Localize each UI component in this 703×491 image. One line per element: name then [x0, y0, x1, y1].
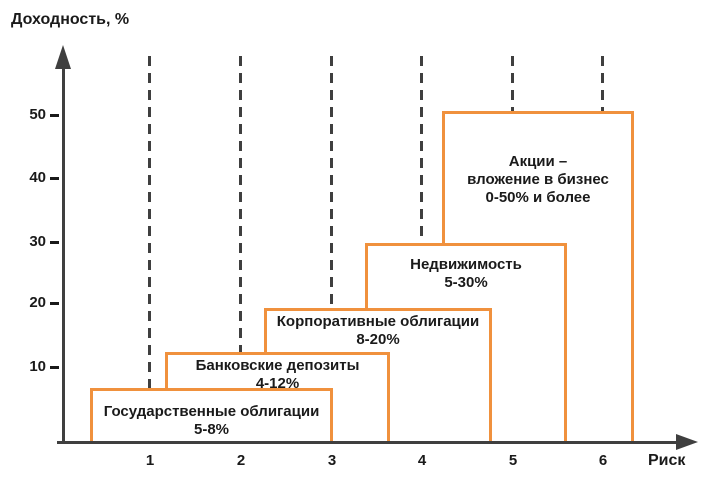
box-range: 8-20% [356, 331, 400, 348]
x-tick-label-2: 2 [236, 452, 246, 469]
x-tick-label-3: 3 [327, 452, 337, 469]
box-label: Корпоративные облигации [276, 313, 480, 330]
box-range: 5-30% [444, 274, 488, 291]
y-tick-label-50: 50 [29, 106, 46, 123]
y-tick-label-30: 30 [29, 233, 46, 250]
box-range: 4-12% [255, 375, 300, 392]
grid-dashed-line-3 [330, 56, 333, 444]
y-axis-line [62, 58, 65, 444]
y-tick-mark-10 [50, 366, 59, 369]
x-axis-arrow-icon [676, 434, 698, 450]
box-label: Акции – [508, 153, 568, 170]
x-axis-title: Риск [648, 452, 686, 469]
grid-dashed-line-2 [239, 56, 242, 444]
y-tick-mark-50 [50, 114, 59, 117]
y-tick-label-10: 10 [29, 358, 46, 375]
box-label: Банковские депозиты [195, 357, 360, 374]
x-tick-label-5: 5 [508, 452, 518, 469]
x-tick-label-1: 1 [145, 452, 155, 469]
y-tick-mark-40 [50, 177, 59, 180]
y-tick-label-20: 20 [29, 294, 46, 311]
box-label: Государственные облигации [103, 403, 320, 420]
y-axis-arrow-icon [55, 45, 71, 69]
y-tick-mark-20 [50, 302, 59, 305]
y-tick-label-40: 40 [29, 169, 46, 186]
x-axis-line [57, 441, 679, 444]
y-tick-mark-30 [50, 241, 59, 244]
x-tick-label-4: 4 [417, 452, 427, 469]
box-range: 0-50% и более [485, 189, 591, 206]
y-axis-title: Доходность, % [11, 11, 130, 28]
grid-dashed-line-1 [148, 56, 151, 444]
box-label: вложение в бизнес [467, 171, 609, 188]
x-tick-label-6: 6 [598, 452, 608, 469]
box-range: 5-8% [193, 421, 230, 438]
range-box-government-bonds: Государственные облигации 5-8% [90, 388, 333, 444]
box-label: Недвижимость [410, 256, 522, 273]
